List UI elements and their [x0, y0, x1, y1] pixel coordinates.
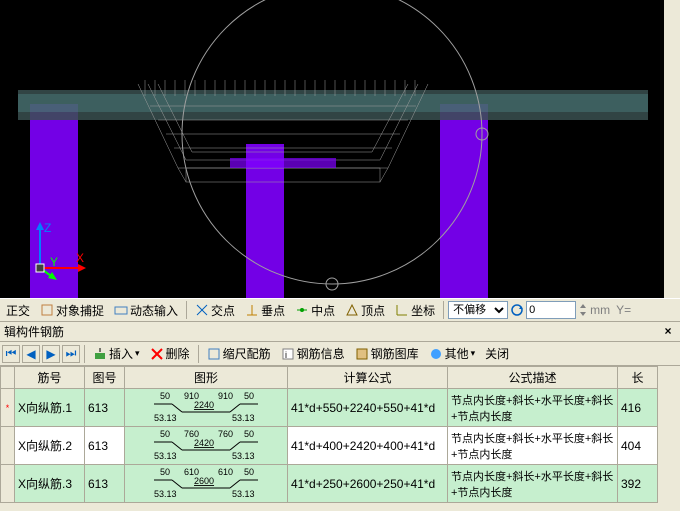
formula-cell: 41*d+550+2240+550+41*d	[288, 389, 448, 427]
svg-text:50: 50	[244, 467, 254, 477]
refresh-icon[interactable]	[510, 303, 524, 317]
intersection-button[interactable]: 交点	[191, 300, 239, 321]
rebar-table[interactable]: 筋号图号图形计算公式公式描述长 * X向纵筋.1 613 50910910502…	[0, 366, 680, 503]
perpendicular-button[interactable]: 垂点	[241, 300, 289, 321]
x-icon	[195, 303, 209, 317]
svg-text:2240: 2240	[194, 400, 214, 410]
first-button[interactable]: ⏮	[2, 345, 20, 363]
svg-text:53.13: 53.13	[154, 489, 177, 498]
svg-text:53.13: 53.13	[154, 451, 177, 460]
svg-text:50: 50	[160, 467, 170, 477]
svg-text:2600: 2600	[194, 476, 214, 486]
panel-title: 辑构件钢筋	[4, 323, 64, 340]
table-row[interactable]: X向纵筋.3 613 5061061050260053.1353.13 41*d…	[1, 465, 658, 503]
svg-text:53.13: 53.13	[154, 413, 177, 422]
ucs-axis: Z X Y	[20, 218, 90, 288]
svg-text:760: 760	[218, 429, 233, 439]
prev-button[interactable]: ◀	[22, 345, 40, 363]
svg-text:53.13: 53.13	[232, 489, 255, 498]
svg-text:50: 50	[160, 391, 170, 401]
jinhao-cell: X向纵筋.3	[15, 465, 85, 503]
col-header[interactable]: 图号	[85, 367, 125, 389]
table-row[interactable]: * X向纵筋.1 613 5091091050224053.1353.13 41…	[1, 389, 658, 427]
y-label: Y=	[616, 303, 631, 317]
tuhao-cell: 613	[85, 389, 125, 427]
last-button[interactable]: ⏭	[62, 345, 80, 363]
length-cell: 404	[618, 427, 658, 465]
svg-text:53.13: 53.13	[232, 413, 255, 422]
coord-icon	[395, 303, 409, 317]
svg-text:910: 910	[218, 391, 233, 401]
svg-text:Y: Y	[50, 255, 58, 269]
svg-text:Z: Z	[44, 221, 51, 235]
close-panel-button[interactable]: 关闭	[481, 343, 513, 364]
delete-button[interactable]: 删除	[146, 343, 194, 364]
rebar-toolbar: ⏮ ◀ ▶ ⏭ 插入▾ 删除 缩尺配筋 i钢筋信息 钢筋图库 其他▾ 关闭	[0, 342, 680, 366]
coord-button[interactable]: 坐标	[391, 300, 439, 321]
vertex-button[interactable]: 顶点	[341, 300, 389, 321]
tuhao-cell: 613	[85, 427, 125, 465]
panel-header: 辑构件钢筋 ×	[0, 322, 680, 342]
perp-icon	[245, 303, 259, 317]
snap-toolbar: 正交 对象捕捉 动态输入 交点 垂点 中点 顶点 坐标 不偏移 mm Y=	[0, 298, 680, 322]
desc-cell: 节点内长度+斜长+水平长度+斜长+节点内长度	[448, 427, 618, 465]
shape-cell: 5076076050242053.1353.13	[125, 427, 288, 465]
svg-text:610: 610	[218, 467, 233, 477]
other-button[interactable]: 其他▾	[425, 343, 480, 364]
insert-icon	[93, 347, 107, 361]
rebar-library-button[interactable]: 钢筋图库	[351, 343, 423, 364]
scale-icon	[207, 347, 221, 361]
desc-cell: 节点内长度+斜长+水平长度+斜长+节点内长度	[448, 389, 618, 427]
lib-icon	[355, 347, 369, 361]
svg-text:50: 50	[244, 429, 254, 439]
offset-dropdown[interactable]: 不偏移	[448, 301, 508, 319]
close-button[interactable]: ×	[660, 324, 676, 340]
svg-text:50: 50	[244, 391, 254, 401]
other-icon	[429, 347, 443, 361]
info-icon: i	[281, 347, 295, 361]
mid-icon	[295, 303, 309, 317]
col-header[interactable]: 公式描述	[448, 367, 618, 389]
osnap-button[interactable]: 对象捕捉	[36, 300, 108, 321]
col-header[interactable]: 筋号	[15, 367, 85, 389]
table-row[interactable]: X向纵筋.2 613 5076076050242053.1353.13 41*d…	[1, 427, 658, 465]
jinhao-cell: X向纵筋.2	[15, 427, 85, 465]
stepper-icon[interactable]	[578, 302, 588, 318]
dyn-icon	[114, 303, 128, 317]
length-cell: 392	[618, 465, 658, 503]
viewport-3d[interactable]: Z X Y	[0, 0, 680, 298]
vertical-scrollbar[interactable]	[664, 0, 680, 298]
shape-cell: 5091091050224053.1353.13	[125, 389, 288, 427]
svg-text:53.13: 53.13	[232, 451, 255, 460]
col-header[interactable]: 图形	[125, 367, 288, 389]
col-header[interactable]: 长	[618, 367, 658, 389]
tuhao-cell: 613	[85, 465, 125, 503]
x-coord-input[interactable]	[526, 301, 576, 319]
dyninput-button[interactable]: 动态输入	[110, 300, 182, 321]
shape-cell: 5061061050260053.1353.13	[125, 465, 288, 503]
length-cell: 416	[618, 389, 658, 427]
square-icon	[40, 303, 54, 317]
ortho-button[interactable]: 正交	[2, 300, 34, 321]
rebar-info-button[interactable]: i钢筋信息	[277, 343, 349, 364]
mm-label: mm	[590, 303, 610, 317]
next-button[interactable]: ▶	[42, 345, 60, 363]
svg-text:2420: 2420	[194, 438, 214, 448]
midpoint-button[interactable]: 中点	[291, 300, 339, 321]
formula-cell: 41*d+400+2420+400+41*d	[288, 427, 448, 465]
scale-rebar-button[interactable]: 缩尺配筋	[203, 343, 275, 364]
svg-text:X: X	[76, 251, 84, 265]
svg-text:i: i	[285, 350, 287, 360]
delete-icon	[150, 347, 164, 361]
desc-cell: 节点内长度+斜长+水平长度+斜长+节点内长度	[448, 465, 618, 503]
jinhao-cell: X向纵筋.1	[15, 389, 85, 427]
formula-cell: 41*d+250+2600+250+41*d	[288, 465, 448, 503]
insert-button[interactable]: 插入▾	[89, 343, 144, 364]
vertex-icon	[345, 303, 359, 317]
col-header[interactable]: 计算公式	[288, 367, 448, 389]
svg-text:50: 50	[160, 429, 170, 439]
